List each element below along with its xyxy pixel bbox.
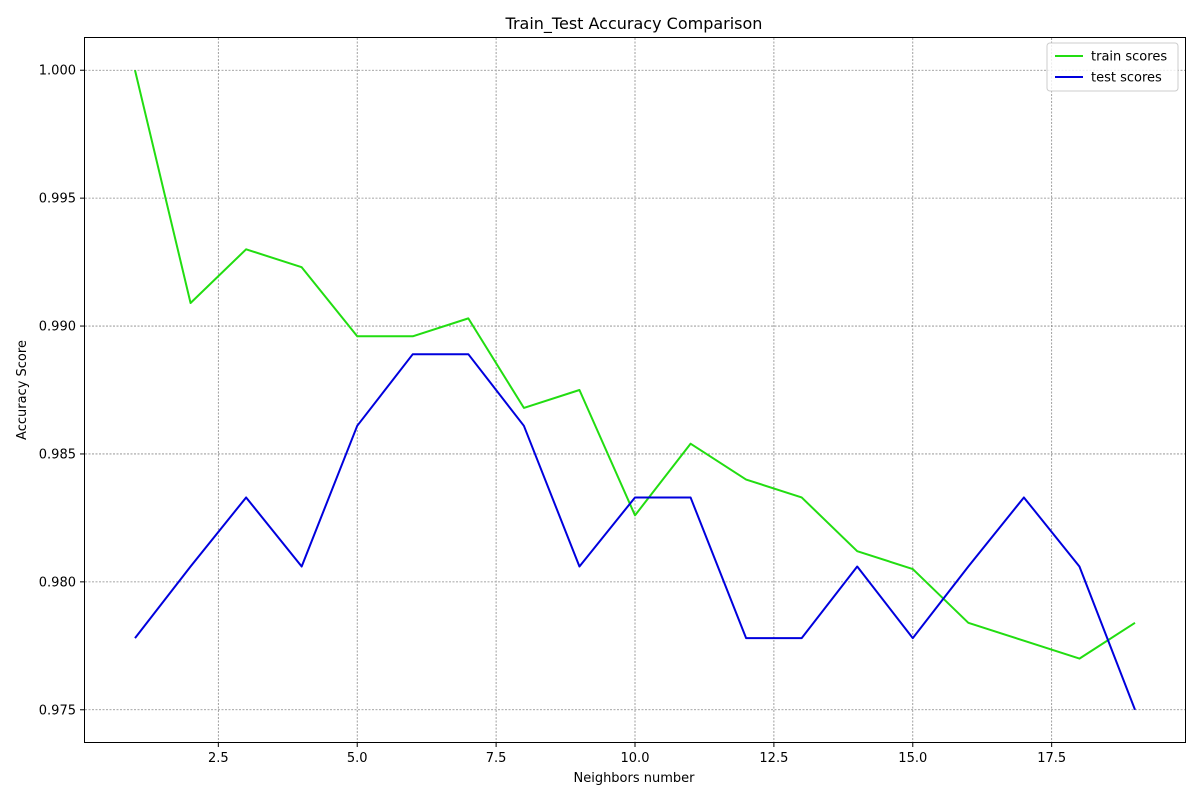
chart-title: Train_Test Accuracy Comparison [505,14,763,34]
x-tick-label: 2.5 [208,751,229,766]
x-axis-label: Neighbors number [573,771,695,786]
grid [85,38,1185,742]
y-axis-label: Accuracy Score [15,340,30,440]
series-layer [134,69,1136,711]
x-tick-label: 12.5 [759,751,788,766]
y-tick-label: 0.990 [39,320,76,335]
legend-label: train scores [1091,50,1167,65]
x-tick-label: 15.0 [898,751,927,766]
y-tick-label: 0.980 [39,575,76,590]
y-tick-label: 0.985 [39,447,76,462]
series-line-test [134,353,1136,711]
y-tick-label: 0.975 [39,703,76,718]
series-line-train [134,69,1136,660]
y-tick-label: 1.000 [39,64,76,79]
x-tick-label: 17.5 [1037,751,1066,766]
x-tick-label: 5.0 [347,751,368,766]
y-axis: 0.975 0.980 0.985 0.990 0.995 1.000 [39,64,85,718]
x-tick-label: 7.5 [486,751,507,766]
legend-label: test scores [1091,71,1162,86]
y-tick-label: 0.995 [39,192,76,207]
x-axis: 2.5 5.0 7.5 10.0 12.5 15.0 17.5 [208,742,1066,766]
legend: train scores test scores [1046,42,1179,92]
x-tick-label: 10.0 [621,751,650,766]
